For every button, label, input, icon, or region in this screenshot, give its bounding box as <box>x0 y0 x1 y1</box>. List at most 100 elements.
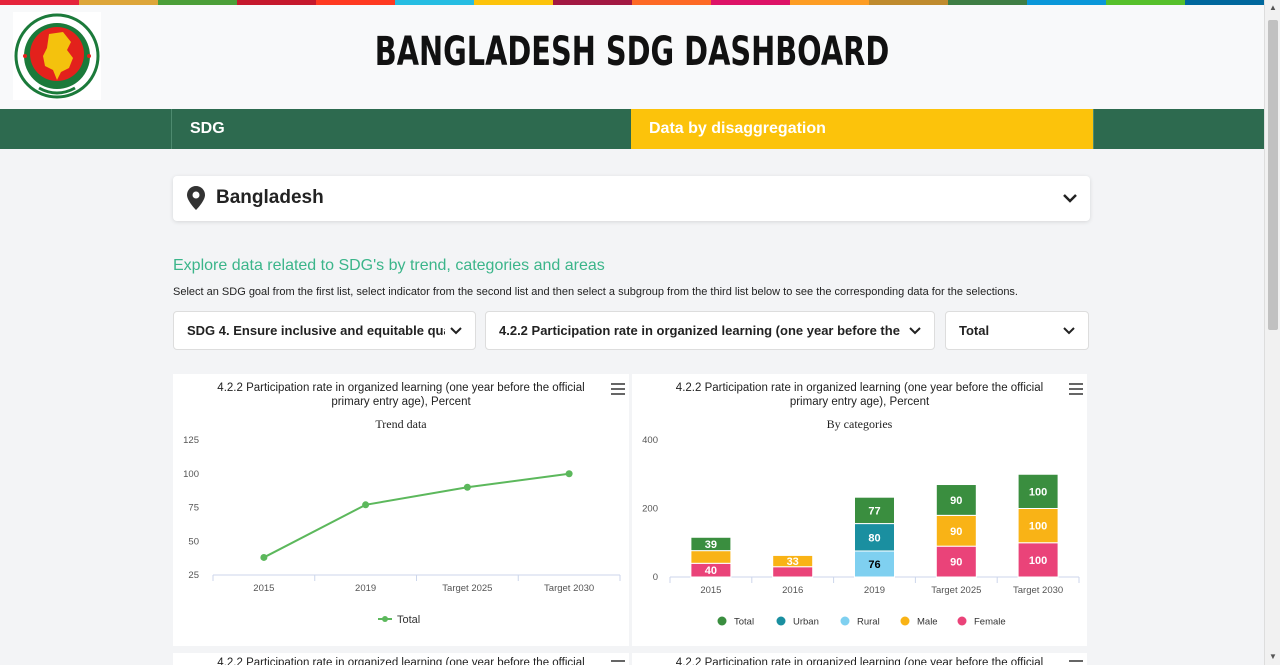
chart-menu-icon[interactable] <box>611 660 625 665</box>
chart-subtitle: Trend data <box>375 417 427 431</box>
bar-data-label: 33 <box>787 556 799 568</box>
chevron-down-icon <box>909 327 921 335</box>
x-tick-label: 2015 <box>253 583 274 594</box>
legend-marker-rural <box>840 616 850 626</box>
x-tick-label: Target 2025 <box>931 585 981 596</box>
sdg-color-segment <box>869 0 948 5</box>
x-tick-label: Target 2025 <box>442 583 492 594</box>
subgroup-select[interactable]: Total <box>945 311 1089 350</box>
bar-data-label: 39 <box>705 539 717 551</box>
sdg-color-segment <box>1185 0 1264 5</box>
nav-tab-sdg[interactable]: SDG <box>171 109 631 149</box>
legend-label-total: Total <box>734 617 754 628</box>
chart-menu-icon[interactable] <box>1069 660 1083 665</box>
next-chart-panel: 4.2.2 Participation rate in organized le… <box>173 653 629 665</box>
chart-menu-icon[interactable] <box>1069 383 1083 395</box>
chart-title: 4.2.2 Participation rate in organized le… <box>217 382 585 408</box>
indicator-select[interactable]: 4.2.2 Participation rate in organized le… <box>485 311 935 350</box>
bar-data-label: 76 <box>868 559 880 571</box>
legend-label-male: Male <box>917 617 938 628</box>
nav-divider <box>1093 109 1094 149</box>
bar-segment-total <box>1017 473 1059 509</box>
x-tick-label: 2019 <box>355 583 376 594</box>
bar-segment-male <box>935 514 977 547</box>
legend-marker-total <box>382 616 388 622</box>
sdg-color-strip <box>0 0 1264 5</box>
scroll-down-arrow-icon[interactable]: ▼ <box>1269 652 1277 661</box>
sdg-color-segment <box>237 0 316 5</box>
sdg-color-segment <box>0 0 79 5</box>
y-tick-label: 25 <box>188 570 199 581</box>
bar-data-label: 40 <box>705 565 717 577</box>
goal-select[interactable]: SDG 4. Ensure inclusive and equitable qu… <box>173 311 476 350</box>
sdg-color-segment <box>395 0 474 5</box>
categories-stacked-bar-chart: 2015 2016 2019 Target 2025 Target 2030 0 200 40… <box>642 435 1080 628</box>
bar-data-label: 100 <box>1029 555 1047 567</box>
legend-label-total: Total <box>397 614 420 626</box>
location-value: Bangladesh <box>216 187 324 208</box>
map-pin-icon <box>187 186 205 210</box>
sdg-color-segment <box>1106 0 1185 5</box>
nav-tab-data-by-disaggregation[interactable]: Data by disaggregation <box>631 109 1093 149</box>
main-nav: SDG Data by disaggregation <box>0 109 1264 149</box>
chevron-down-icon <box>1063 327 1075 335</box>
legend-marker-female <box>957 616 967 626</box>
y-tick-label: 100 <box>183 469 199 480</box>
bar-data-label: 90 <box>950 557 962 569</box>
bar-segment-female <box>935 545 977 578</box>
location-selector[interactable]: Bangladesh <box>173 176 1090 221</box>
bar-segment-male <box>772 554 814 568</box>
chart-title: 4.2.2 Participation rate in organized le… <box>217 657 585 665</box>
chevron-down-icon[interactable] <box>1062 190 1078 206</box>
sdg-color-segment <box>79 0 158 5</box>
trend-chart-panel: 4.2.2 Participation rate in organized le… <box>173 374 629 646</box>
bar-data-label: 77 <box>868 505 880 517</box>
bar-segment-female <box>1017 542 1059 578</box>
legend-label-rural: Rural <box>857 617 880 628</box>
trend-line-chart: 2015 2019 Target 2025 Target 2030 25 50 75 100 1… <box>183 435 621 626</box>
bar-data-label: 80 <box>868 532 880 544</box>
bar-segment-female <box>772 566 814 578</box>
scrollbar-thumb[interactable] <box>1268 20 1278 330</box>
x-tick-label: 2019 <box>864 585 885 596</box>
goal-select-value: SDG 4. Ensure inclusive and equitable qu… <box>187 323 445 338</box>
next-chart-panel: 4.2.2 Participation rate in organized le… <box>632 653 1087 665</box>
chart-menu-icon[interactable] <box>611 383 625 395</box>
x-tick-label: Target 2030 <box>1013 585 1063 596</box>
data-point <box>260 553 268 561</box>
bar-segment-total <box>935 484 977 516</box>
bar-data-label: 100 <box>1029 486 1047 498</box>
chevron-down-icon <box>450 327 462 335</box>
site-header: BANGLADESH SDG DASHBOARD <box>0 5 1264 109</box>
sdg-color-segment <box>711 0 790 5</box>
government-seal-logo[interactable] <box>13 12 101 100</box>
data-point <box>565 470 573 478</box>
sdg-color-segment <box>790 0 869 5</box>
chart-title: 4.2.2 Participation rate in organized le… <box>675 657 1044 665</box>
legend-marker-male <box>900 616 910 626</box>
y-tick-label: 125 <box>183 435 199 446</box>
legend-marker-urban <box>776 616 786 626</box>
sdg-color-segment <box>1027 0 1106 5</box>
data-point <box>463 483 471 491</box>
bar-data-label: 100 <box>1029 521 1047 533</box>
bar-segment-urban <box>854 523 895 552</box>
sdg-color-segment <box>158 0 237 5</box>
explore-description: Select an SDG goal from the first list, … <box>173 286 1018 298</box>
site-title: BANGLADESH SDG DASHBOARD <box>374 29 890 75</box>
legend-marker-total <box>717 616 727 626</box>
legend-label-female: Female <box>974 617 1006 628</box>
sdg-color-segment <box>632 0 711 5</box>
y-tick-label: 200 <box>642 504 658 515</box>
x-tick-label: Target 2030 <box>544 583 594 594</box>
categories-chart-panel: 4.2.2 Participation rate in organized le… <box>632 374 1087 646</box>
y-tick-label: 0 <box>653 572 658 583</box>
y-tick-label: 75 <box>188 503 199 514</box>
chart-subtitle: By categories <box>826 417 893 431</box>
y-tick-label: 400 <box>642 435 658 446</box>
bar-data-label: 90 <box>950 526 962 538</box>
page-scrollbar[interactable]: ▲ ▼ <box>1264 0 1280 665</box>
bar-segment-total <box>690 536 732 552</box>
scroll-up-arrow-icon[interactable]: ▲ <box>1269 3 1277 12</box>
y-tick-label: 50 <box>188 536 199 547</box>
